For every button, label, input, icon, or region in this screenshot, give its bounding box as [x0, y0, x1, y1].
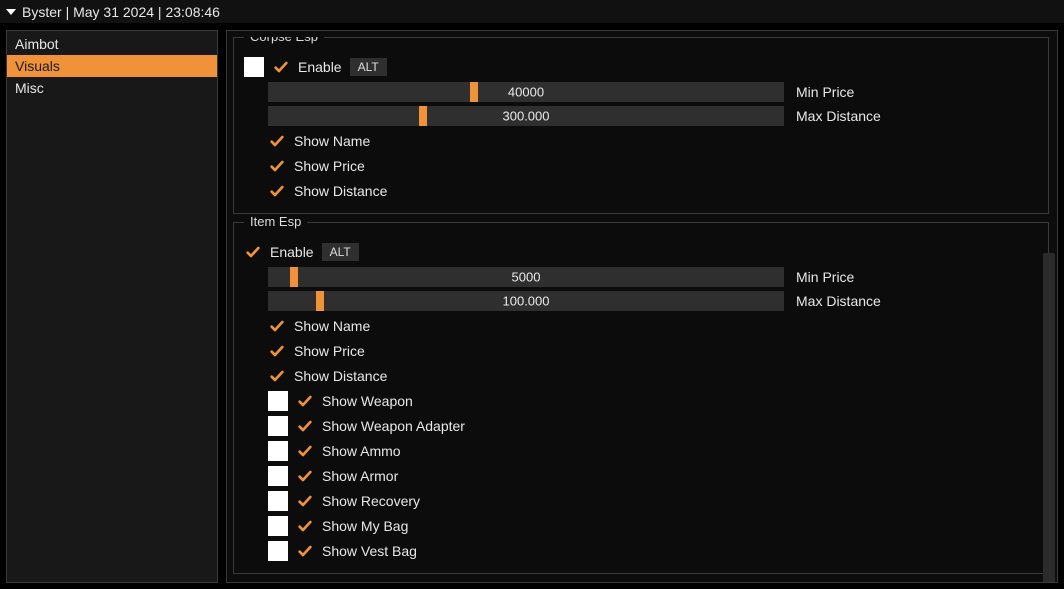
option-row: Show Vest Bag: [268, 540, 1038, 562]
slider-thumb[interactable]: [419, 106, 427, 126]
slider-row: 5000 Min Price: [268, 267, 1038, 287]
option-checkbox[interactable]: [268, 342, 286, 360]
color-swatch[interactable]: [268, 391, 288, 411]
option-label: Show Distance: [294, 183, 387, 199]
main-layout: AimbotVisualsMisc Corpse Esp Enable ALT 400…: [0, 24, 1064, 589]
slider-thumb[interactable]: [290, 267, 298, 287]
slider-value: 300.000: [503, 109, 550, 124]
option-label: Show Name: [294, 318, 370, 334]
enable-row: Enable ALT: [244, 56, 1038, 78]
option-row: Show Armor: [268, 465, 1038, 487]
sidebar-item-misc[interactable]: Misc: [7, 77, 217, 99]
option-row: Show Name: [268, 130, 1038, 152]
option-checkbox[interactable]: [296, 492, 314, 510]
option-checkbox[interactable]: [296, 442, 314, 460]
option-checkbox[interactable]: [268, 132, 286, 150]
titlebar[interactable]: Byster | May 31 2024 | 23:08:46: [0, 0, 1064, 24]
color-swatch[interactable]: [268, 541, 288, 561]
enable-label: Enable: [270, 244, 314, 260]
slider-label: Max Distance: [796, 108, 881, 124]
slider-track[interactable]: 5000: [268, 267, 784, 287]
option-label: Show Weapon: [322, 393, 413, 409]
option-label: Show Price: [294, 158, 365, 174]
slider-row: 300.000 Max Distance: [268, 106, 1038, 126]
option-label: Show Price: [294, 343, 365, 359]
option-row: Show Ammo: [268, 440, 1038, 462]
color-swatch[interactable]: [268, 466, 288, 486]
option-row: Show Weapon: [268, 390, 1038, 412]
scrollbar-thumb[interactable]: [1043, 253, 1055, 583]
slider-label: Min Price: [796, 269, 854, 285]
groupbox: Corpse Esp Enable ALT 40000 Min Price 300.000…: [233, 37, 1049, 214]
option-label: Show Distance: [294, 368, 387, 384]
slider-track[interactable]: 40000: [268, 82, 784, 102]
option-row: Show Recovery: [268, 490, 1038, 512]
option-row: Show My Bag: [268, 515, 1038, 537]
enable-checkbox[interactable]: [272, 58, 290, 76]
slider-track[interactable]: 300.000: [268, 106, 784, 126]
groupbox: Item EspEnableALT5000Min Price100.000Max…: [233, 222, 1049, 574]
option-row: Show Distance: [268, 365, 1038, 387]
slider-track[interactable]: 100.000: [268, 291, 784, 311]
sidebar-item-aimbot[interactable]: Aimbot: [7, 33, 217, 55]
group-legend: Item Esp: [244, 214, 307, 229]
option-row: Show Name: [268, 315, 1038, 337]
slider-thumb[interactable]: [316, 291, 324, 311]
option-checkbox[interactable]: [296, 417, 314, 435]
option-row: Show Distance: [268, 180, 1038, 202]
scroll-region[interactable]: Corpse Esp Enable ALT 40000 Min Price 300.000…: [233, 37, 1049, 576]
color-swatch[interactable]: [268, 441, 288, 461]
option-checkbox[interactable]: [268, 182, 286, 200]
color-swatch[interactable]: [268, 516, 288, 536]
color-swatch[interactable]: [268, 416, 288, 436]
content-panel: Corpse Esp Enable ALT 40000 Min Price 300.000…: [226, 30, 1058, 583]
sidebar: AimbotVisualsMisc: [6, 30, 218, 583]
enable-row: Enable ALT: [244, 241, 1038, 263]
option-label: Show Name: [294, 133, 370, 149]
keybind-badge[interactable]: ALT: [322, 243, 359, 261]
keybind-badge[interactable]: ALT: [350, 58, 387, 76]
option-label: Show Ammo: [322, 443, 401, 459]
option-label: Show Armor: [322, 468, 398, 484]
option-label: Show Weapon Adapter: [322, 418, 465, 434]
slider-value: 100.000: [503, 294, 550, 309]
slider-value: 40000: [508, 85, 544, 100]
window-title: Byster | May 31 2024 | 23:08:46: [22, 4, 220, 20]
sidebar-item-visuals[interactable]: Visuals: [7, 55, 217, 77]
slider-row: 100.000 Max Distance: [268, 291, 1038, 311]
option-checkbox[interactable]: [268, 367, 286, 385]
option-checkbox[interactable]: [296, 542, 314, 560]
slider-label: Max Distance: [796, 293, 881, 309]
option-label: Show My Bag: [322, 518, 408, 534]
option-checkbox[interactable]: [296, 467, 314, 485]
option-label: Show Recovery: [322, 493, 420, 509]
collapse-caret-icon[interactable]: [6, 9, 16, 15]
slider-row: 40000 Min Price: [268, 82, 1038, 102]
slider-value: 5000: [512, 270, 541, 285]
option-label: Show Vest Bag: [322, 543, 417, 559]
color-swatch[interactable]: [268, 491, 288, 511]
option-checkbox[interactable]: [268, 317, 286, 335]
option-checkbox[interactable]: [268, 157, 286, 175]
option-row: Show Price: [268, 155, 1038, 177]
slider-label: Min Price: [796, 84, 854, 100]
enable-checkbox[interactable]: [244, 243, 262, 261]
option-checkbox[interactable]: [296, 517, 314, 535]
enable-label: Enable: [298, 59, 342, 75]
option-row: Show Price: [268, 340, 1038, 362]
group-legend: Corpse Esp: [244, 37, 324, 44]
slider-thumb[interactable]: [470, 82, 478, 102]
option-row: Show Weapon Adapter: [268, 415, 1038, 437]
option-checkbox[interactable]: [296, 392, 314, 410]
color-swatch[interactable]: [244, 57, 264, 77]
